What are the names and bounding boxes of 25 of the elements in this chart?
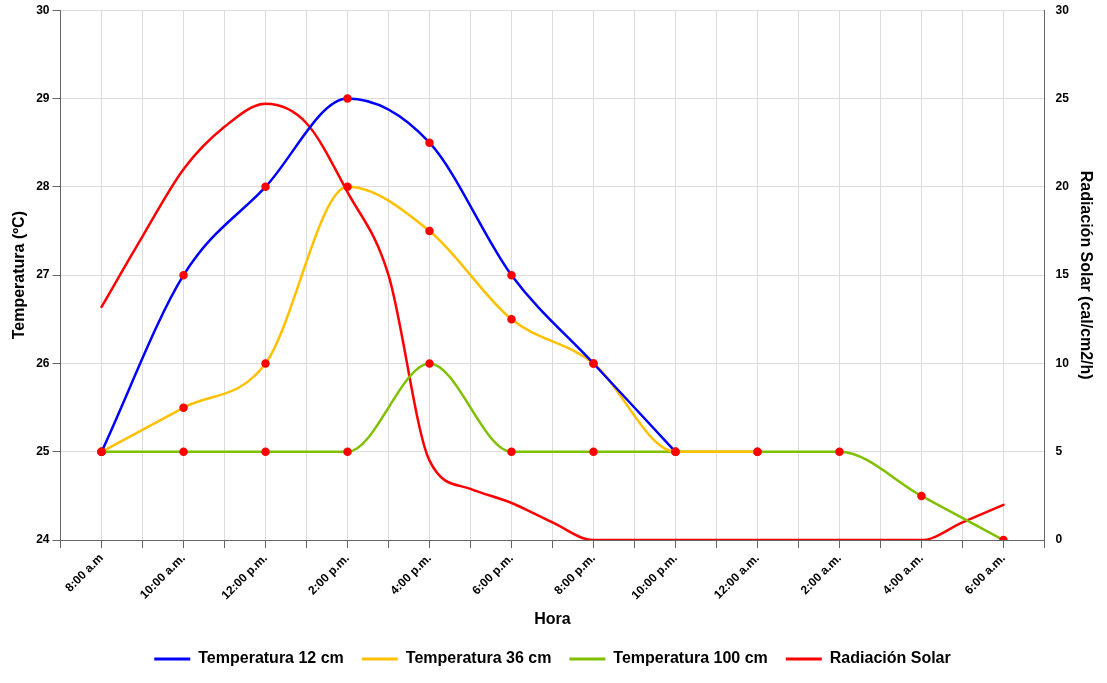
y-tick-label: 28 bbox=[36, 179, 50, 194]
y-tick-label: 29 bbox=[36, 90, 50, 105]
y-tick-label: 27 bbox=[36, 267, 50, 282]
y2-tick-label: 30 bbox=[1055, 2, 1070, 17]
y-tick-label: 30 bbox=[36, 2, 50, 17]
line-series bbox=[100, 102, 1005, 541]
legend-label: Temperatura 36 cm bbox=[405, 649, 552, 667]
x-tick-label: 8:00 p.m. bbox=[551, 550, 598, 598]
y2-tick-label: 20 bbox=[1055, 179, 1070, 194]
y-tick-label: 26 bbox=[36, 355, 50, 370]
y2-tick-label: 15 bbox=[1055, 267, 1070, 282]
y2-tick-label: 0 bbox=[1055, 532, 1063, 547]
y2-tick-label: 5 bbox=[1055, 444, 1063, 459]
legend-label: Temperatura 12 cm bbox=[198, 649, 344, 667]
x-axis-title: Hora bbox=[534, 609, 571, 627]
legend-label: Temperatura 100 cm bbox=[613, 649, 768, 667]
y-axis-title: Temperatura (ºC) bbox=[10, 211, 28, 340]
y2-tick-label: 25 bbox=[1055, 90, 1070, 105]
y2-tick-label: 10 bbox=[1055, 355, 1070, 370]
x-tick-label: 4:00 p.m. bbox=[387, 550, 434, 598]
y-tick-label: 25 bbox=[36, 444, 50, 459]
y-tick-label: 24 bbox=[36, 532, 50, 547]
legend-label: Radiación Solar bbox=[829, 649, 951, 667]
x-tick-label: 6:00 p.m. bbox=[469, 550, 516, 598]
y2-axis-title: Radiación Solar (cal/cm2/h) bbox=[1077, 170, 1095, 380]
